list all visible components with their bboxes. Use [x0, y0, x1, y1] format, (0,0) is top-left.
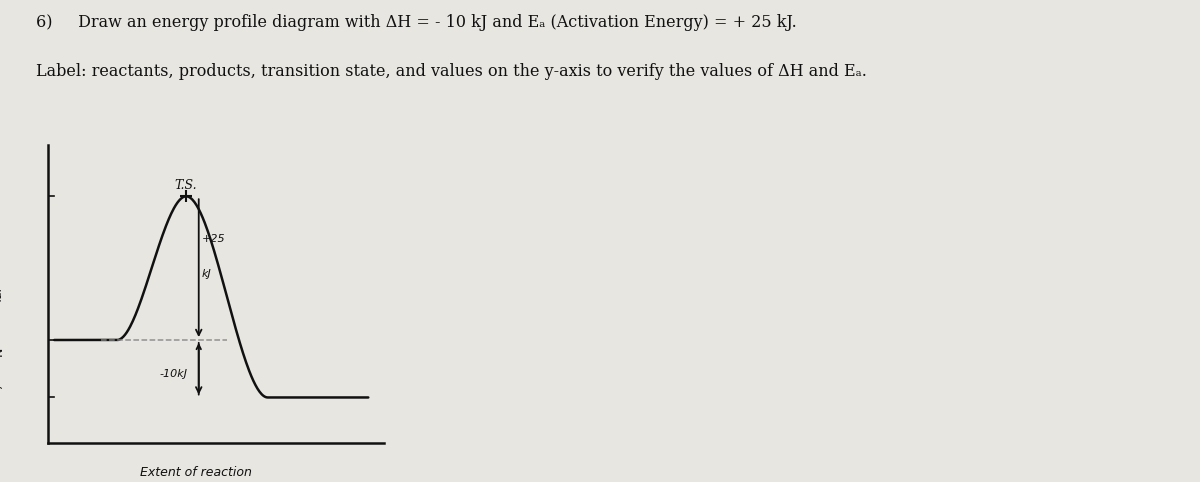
- Text: T.S.: T.S.: [175, 179, 198, 192]
- Text: ): ): [0, 384, 5, 388]
- Text: N: N: [0, 347, 5, 356]
- Text: 6)     Draw an energy profile diagram with ΔH = - 10 kJ and Eₐ (Activation Energ: 6) Draw an energy profile diagram with Δ…: [36, 14, 797, 31]
- Text: -10kJ: -10kJ: [160, 370, 187, 379]
- Text: kJ: kJ: [202, 269, 211, 279]
- Text: Label: reactants, products, transition state, and values on the y-axis to verify: Label: reactants, products, transition s…: [36, 63, 866, 80]
- Text: Extent of reaction: Extent of reaction: [139, 467, 252, 480]
- Text: ial: ial: [0, 287, 5, 301]
- Text: +25: +25: [202, 234, 226, 244]
